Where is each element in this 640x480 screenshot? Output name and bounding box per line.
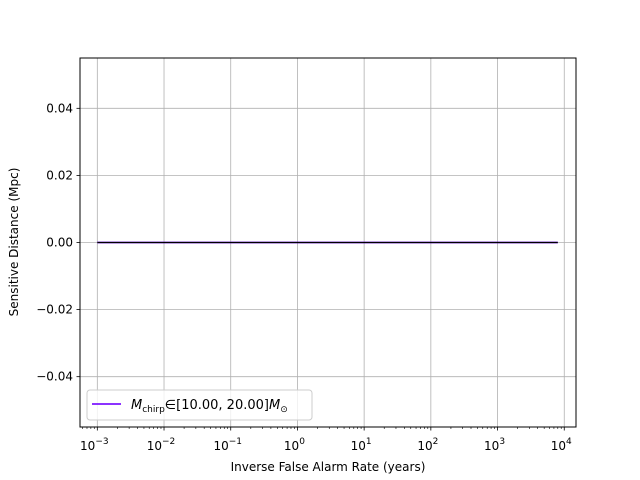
x-tick-label-base: 10 xyxy=(284,439,299,453)
x-tick-label-exponent: −2 xyxy=(162,437,175,447)
x-tick-label: 10−1 xyxy=(213,437,242,453)
x-tick-label-base: 10 xyxy=(351,439,366,453)
x-tick-label-exponent: −1 xyxy=(229,437,242,447)
y-tick-label: −0.04 xyxy=(36,370,73,384)
x-tick-label-base: 10 xyxy=(213,439,228,453)
x-tick-label-base: 10 xyxy=(551,439,566,453)
x-axis-ticks: 10−3 10−2 10−1 100 101 102 103 104 xyxy=(80,427,572,453)
x-tick-label-exponent: −3 xyxy=(95,437,108,447)
x-tick-label: 102 xyxy=(417,437,438,453)
y-axis-label: Sensitive Distance (Mpc) xyxy=(7,168,21,317)
x-tick-label: 100 xyxy=(284,437,305,453)
legend-unit-subscript: ⊙ xyxy=(280,405,288,415)
x-tick-label-base: 10 xyxy=(417,439,432,453)
x-tick-label-exponent: 2 xyxy=(433,437,439,447)
legend-label: Mchirp∈[10.00, 20.00]M⊙ xyxy=(131,398,288,415)
x-tick-label-exponent: 4 xyxy=(566,437,572,447)
x-tick-label: 103 xyxy=(484,437,505,453)
y-tick-label: −0.02 xyxy=(36,303,73,317)
x-axis-label: Inverse False Alarm Rate (years) xyxy=(231,460,426,474)
legend: Mchirp∈[10.00, 20.00]M⊙ xyxy=(86,389,313,421)
legend-symbol: M xyxy=(131,398,142,413)
legend-relation: ∈ xyxy=(165,398,176,413)
y-tick-label: 0.00 xyxy=(46,236,73,250)
x-tick-label-base: 10 xyxy=(80,439,95,453)
legend-unit: M xyxy=(269,398,280,413)
x-tick-label-base: 10 xyxy=(147,439,162,453)
legend-symbol-subscript: chirp xyxy=(142,405,165,415)
y-tick-label: 0.02 xyxy=(46,168,73,182)
x-tick-label: 10−3 xyxy=(80,437,109,453)
x-tick-label-exponent: 1 xyxy=(366,437,372,447)
x-tick-label-base: 10 xyxy=(484,439,499,453)
x-tick-label: 104 xyxy=(551,437,572,453)
x-tick-label: 101 xyxy=(351,437,372,453)
legend-box xyxy=(86,389,313,421)
x-tick-label: 10−2 xyxy=(147,437,176,453)
y-axis-ticks: 0.04 0.02 0.00 −0.02 −0.04 xyxy=(36,101,80,384)
x-tick-label-exponent: 0 xyxy=(299,437,305,447)
legend-interval: [10.00, 20.00] xyxy=(176,398,269,413)
y-tick-label: 0.04 xyxy=(46,101,73,115)
x-tick-label-exponent: 3 xyxy=(499,437,505,447)
